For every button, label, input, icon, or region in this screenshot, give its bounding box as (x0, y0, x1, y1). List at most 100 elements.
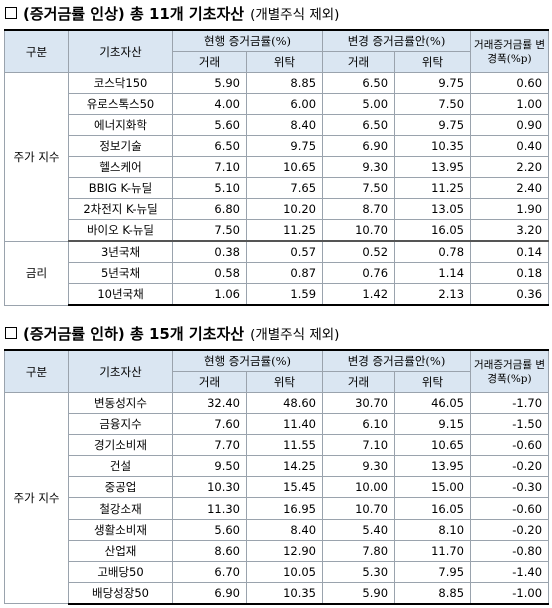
header-changed-consign: 위탁 (394, 51, 472, 73)
header-asset: 기초자산 (68, 29, 173, 73)
change-width-value: 1.00 (470, 93, 550, 115)
section-title: (증거금률 인상) 총 11개 기초자산 (23, 4, 245, 23)
change-width-value: -1.00 (470, 581, 550, 605)
current-consign-rate: 0.57 (245, 240, 324, 263)
header-asset: 기초자산 (68, 349, 173, 393)
changed-consign-rate: 46.05 (394, 391, 472, 415)
header-changed: 변경 증거금률안(%) (322, 29, 472, 52)
current-consign-rate: 7.65 (245, 177, 324, 199)
header-changed-consign: 위탁 (394, 371, 472, 393)
table-row: 금융지수 7.60 11.40 6.10 9.15 -1.50 (5, 413, 550, 436)
changed-trade-rate: 6.50 (322, 114, 396, 136)
decrease-table-body: 주가 지수 변동성지수 32.40 48.60 30.70 46.05 -1.70 금융지수 7… (4, 391, 550, 605)
current-consign-rate: 8.85 (245, 72, 324, 94)
current-consign-rate: 14.25 (245, 455, 324, 478)
changed-consign-rate: 2.13 (394, 283, 472, 306)
current-consign-rate: 10.20 (245, 198, 324, 220)
table-row: BBIG K-뉴딜 5.10 7.65 7.50 11.25 2.40 (5, 177, 550, 199)
asset-name: 중공업 (68, 476, 173, 499)
current-consign-rate: 10.65 (245, 156, 324, 178)
asset-name: 10년국채 (68, 283, 173, 306)
asset-name: 금융지수 (68, 413, 173, 436)
current-consign-rate: 8.40 (245, 518, 324, 541)
current-trade-rate: 6.50 (172, 135, 247, 157)
section-heading: (증거금률 인상) 총 11개 기초자산 (개별주식 제외) (4, 2, 548, 24)
changed-consign-rate: 13.95 (394, 156, 472, 178)
header-category: 구분 (4, 29, 69, 73)
changed-consign-rate: 11.70 (394, 539, 472, 562)
table-row: 금리 3년국채 0.38 0.57 0.52 0.78 0.14 (4, 240, 550, 306)
changed-consign-rate: 0.78 (394, 240, 472, 263)
current-trade-rate: 11.30 (172, 497, 247, 520)
current-consign-rate: 9.75 (245, 135, 324, 157)
changed-consign-rate: 7.95 (394, 560, 472, 583)
change-width-value: 2.40 (470, 177, 550, 199)
asset-name: 바이오 K-뉴딜 (68, 219, 173, 242)
changed-consign-rate: 15.00 (394, 476, 472, 499)
change-width-value: -0.20 (470, 455, 550, 478)
asset-name: 건설 (68, 455, 173, 478)
change-width-value: -1.50 (470, 413, 550, 436)
table-row: 정보기술 6.50 9.75 6.90 10.35 0.40 (5, 135, 550, 157)
table-row: 에너지화학 5.60 8.40 6.50 9.75 0.90 (5, 114, 550, 136)
table-row: 주가 지수 코스닥150 5.90 8.85 6.50 9.75 0.60 (4, 72, 550, 242)
section-heading: (증거금률 인하) 총 15개 기초자산 (개별주식 제외) (4, 322, 548, 344)
group-label: 주가 지수 (4, 391, 69, 605)
group-label: 주가 지수 (4, 72, 69, 242)
current-trade-rate: 7.70 (172, 434, 247, 457)
asset-name: 유로스톡스50 (68, 93, 173, 115)
current-trade-rate: 9.50 (172, 455, 247, 478)
change-width-value: -0.80 (470, 539, 550, 562)
current-consign-rate: 0.87 (245, 262, 324, 284)
changed-consign-rate: 13.95 (394, 455, 472, 478)
change-width-value: 1.90 (470, 198, 550, 220)
change-width-value: 3.20 (470, 219, 550, 242)
changed-trade-rate: 9.30 (322, 455, 396, 478)
current-trade-rate: 1.06 (172, 283, 247, 306)
asset-name: 철강소재 (68, 497, 173, 520)
changed-trade-rate: 5.00 (322, 93, 396, 115)
changed-consign-rate: 8.85 (394, 581, 472, 605)
changed-trade-rate: 6.10 (322, 413, 396, 436)
header-changed-trade: 거래 (322, 51, 396, 73)
current-consign-rate: 11.40 (245, 413, 324, 436)
checkbox-icon (5, 327, 17, 339)
asset-name: 고배당50 (68, 560, 173, 583)
table-row: 주가 지수 변동성지수 32.40 48.60 30.70 46.05 -1.70 (4, 391, 550, 605)
current-consign-rate: 12.90 (245, 539, 324, 562)
current-trade-rate: 5.60 (172, 114, 247, 136)
header-change-width: 거래증거금률 변경폭(%p) (470, 349, 550, 393)
current-trade-rate: 6.90 (172, 581, 247, 605)
header-changed-trade: 거래 (322, 371, 396, 393)
current-trade-rate: 5.60 (172, 518, 247, 541)
asset-name: 경기소비재 (68, 434, 173, 457)
changed-trade-rate: 10.00 (322, 476, 396, 499)
current-consign-rate: 11.55 (245, 434, 324, 457)
current-trade-rate: 32.40 (172, 391, 247, 415)
header-current-trade: 거래 (172, 371, 247, 393)
changed-trade-rate: 6.50 (322, 72, 396, 94)
current-trade-rate: 6.70 (172, 560, 247, 583)
header-current-trade: 거래 (172, 51, 247, 73)
section-title: (증거금률 인하) 총 15개 기초자산 (23, 324, 245, 343)
change-width-value: -0.20 (470, 518, 550, 541)
current-consign-rate: 10.05 (245, 560, 324, 583)
changed-consign-rate: 1.14 (394, 262, 472, 284)
changed-trade-rate: 6.90 (322, 135, 396, 157)
change-width-value: 0.18 (470, 262, 550, 284)
changed-trade-rate: 5.90 (322, 581, 396, 605)
header-category: 구분 (4, 349, 69, 393)
header-current-consign: 위탁 (245, 51, 324, 73)
current-trade-rate: 7.50 (172, 219, 247, 242)
changed-consign-rate: 16.05 (394, 219, 472, 242)
current-trade-rate: 0.38 (172, 240, 247, 263)
change-width-value: -1.70 (470, 391, 550, 415)
asset-name: 생활소비재 (68, 518, 173, 541)
changed-trade-rate: 0.76 (322, 262, 396, 284)
header-change-width: 거래증거금률 변경폭(%p) (470, 29, 550, 73)
changed-trade-rate: 7.50 (322, 177, 396, 199)
checkbox-icon (5, 7, 17, 19)
changed-trade-rate: 9.30 (322, 156, 396, 178)
changed-trade-rate: 10.70 (322, 497, 396, 520)
change-width-value: -1.40 (470, 560, 550, 583)
